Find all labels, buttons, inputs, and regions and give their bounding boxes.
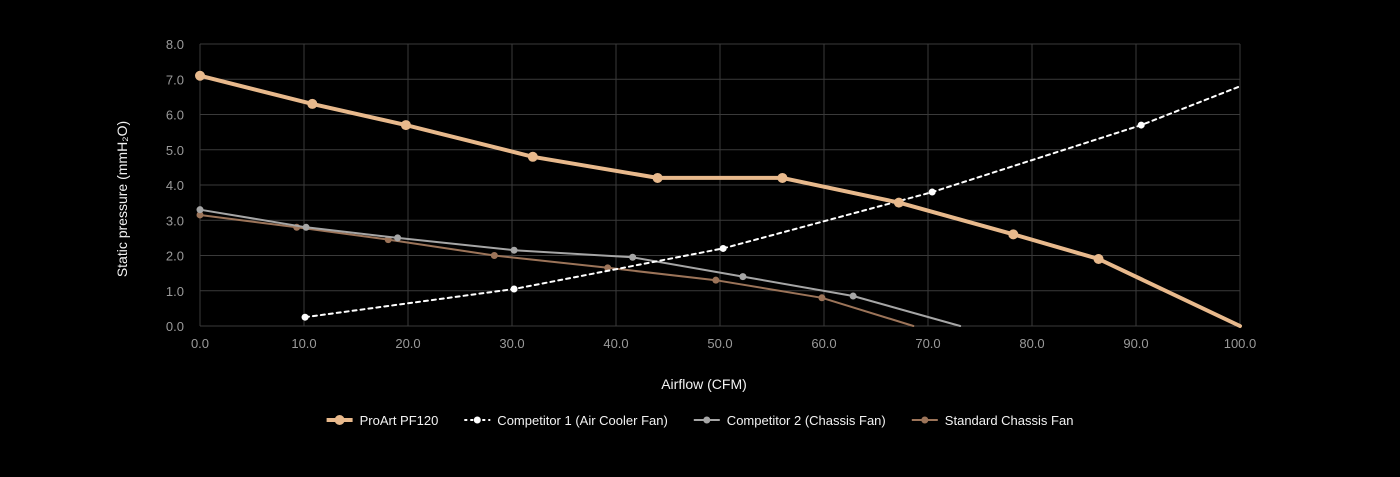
- x-tick-label: 100.0: [1224, 336, 1257, 351]
- data-point: [490, 252, 498, 259]
- series-3: [196, 211, 915, 327]
- x-tick-label: 60.0: [811, 336, 836, 351]
- data-point: [629, 253, 637, 261]
- x-tick-label: 20.0: [395, 336, 420, 351]
- data-point: [1093, 254, 1104, 265]
- data-point: [196, 211, 204, 219]
- legend-item: Standard Chassis Fan: [911, 413, 1074, 428]
- series-line: [199, 214, 915, 327]
- legend-marker: [921, 416, 929, 424]
- legend-item: Competitor 1 (Air Cooler Fan): [464, 413, 668, 428]
- data-point: [1137, 121, 1145, 129]
- y-tick-label: 4.0: [166, 178, 184, 193]
- x-tick-label: 70.0: [915, 336, 940, 351]
- data-point: [712, 276, 720, 284]
- data-point: [739, 273, 747, 281]
- y-tick-label: 8.0: [166, 37, 184, 52]
- legend-marker: [334, 415, 345, 425]
- legend-item: ProArt PF120: [326, 413, 439, 428]
- data-point: [928, 188, 936, 196]
- legend-marker: [473, 416, 481, 424]
- data-point: [527, 151, 538, 162]
- y-axis-title: Static pressure (mmH₂O): [114, 121, 130, 277]
- data-point: [818, 294, 826, 302]
- x-axis-ticks: 0.0 10.0 20.0 30.0 40.0 50.0 60.0 70.0 80.0 90.0 1…: [191, 336, 1256, 351]
- data-point: [652, 172, 663, 183]
- series-layer: [195, 70, 1242, 328]
- y-tick-label: 7.0: [166, 72, 184, 87]
- legend-item: Competitor 2 (Chassis Fan): [693, 413, 886, 428]
- data-point: [510, 285, 518, 293]
- legend: ProArt PF120 Competitor 1 (Air Cooler Fan…: [326, 413, 1074, 428]
- x-tick-label: 30.0: [499, 336, 524, 351]
- x-axis-title: Airflow (CFM): [661, 376, 747, 392]
- y-tick-label: 6.0: [166, 108, 184, 123]
- y-tick-label: 5.0: [166, 143, 184, 158]
- data-point: [394, 234, 402, 242]
- legend-label: Standard Chassis Fan: [945, 413, 1074, 428]
- y-axis-ticks: 0.0 1.0 2.0 3.0 4.0 5.0 6.0 7.0 8.0: [166, 37, 184, 334]
- x-tick-label: 90.0: [1123, 336, 1148, 351]
- data-point: [400, 120, 411, 131]
- x-tick-label: 10.0: [291, 336, 316, 351]
- y-tick-label: 1.0: [166, 284, 184, 299]
- x-tick-label: 50.0: [707, 336, 732, 351]
- data-point: [302, 223, 310, 231]
- data-point: [719, 244, 727, 252]
- data-point: [307, 98, 318, 109]
- data-point: [849, 292, 857, 300]
- series-line: [304, 85, 1241, 319]
- legend-marker: [703, 416, 711, 424]
- series-2: [196, 206, 962, 327]
- data-point: [777, 172, 788, 183]
- series-1: [301, 85, 1241, 321]
- legend-label: Competitor 1 (Air Cooler Fan): [497, 413, 668, 428]
- legend-label: ProArt PF120: [360, 413, 439, 428]
- data-point: [510, 246, 518, 254]
- x-tick-label: 0.0: [191, 336, 209, 351]
- x-tick-label: 40.0: [603, 336, 628, 351]
- data-point: [893, 197, 904, 208]
- legend-label: Competitor 2 (Chassis Fan): [727, 413, 886, 428]
- series-line: [198, 73, 1242, 328]
- data-point: [301, 313, 309, 321]
- y-tick-label: 3.0: [166, 213, 184, 228]
- series-0: [195, 70, 1242, 328]
- data-point: [196, 206, 204, 214]
- grid: [199, 43, 1241, 327]
- x-tick-label: 80.0: [1019, 336, 1044, 351]
- y-tick-label: 0.0: [166, 319, 184, 334]
- y-tick-label: 2.0: [166, 249, 184, 264]
- series-line: [199, 208, 962, 327]
- data-point: [1008, 229, 1019, 240]
- data-point: [195, 70, 205, 81]
